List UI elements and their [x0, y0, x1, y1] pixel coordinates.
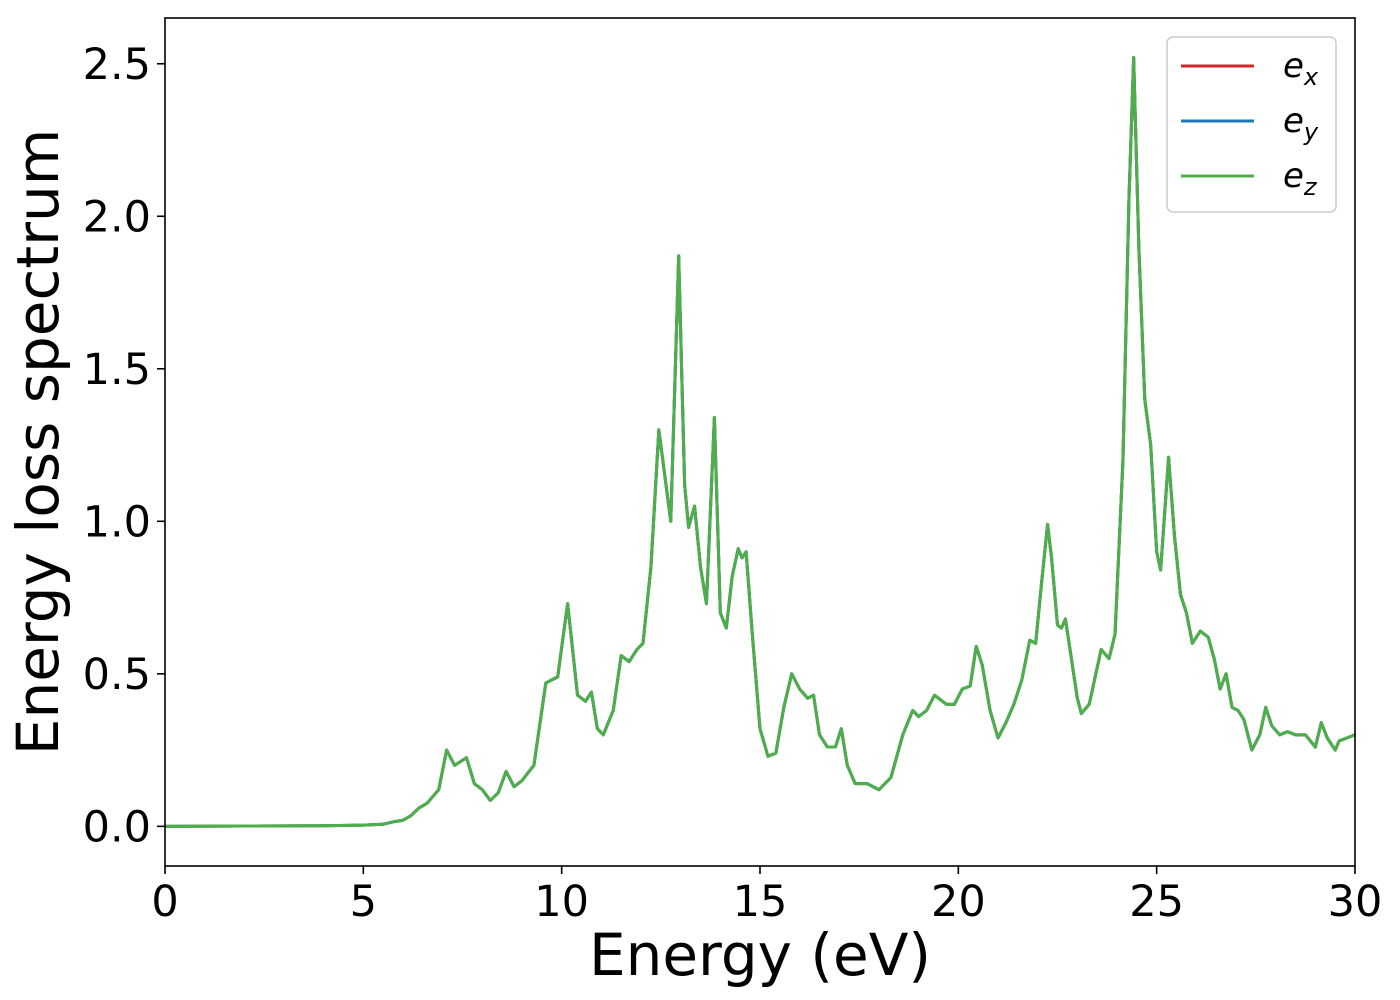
- y-tick-label: 2.5: [83, 40, 151, 90]
- x-axis: 0 5 10 15 20 25 30: [151, 866, 1382, 927]
- series-layer: [165, 56, 1355, 828]
- y-tick-label: 0.5: [83, 650, 151, 700]
- legend: ex ey ez: [1166, 36, 1337, 213]
- x-tick-label: 20: [931, 877, 986, 927]
- legend-label: ex: [1283, 46, 1319, 91]
- y-tick-label: 0.0: [83, 802, 151, 852]
- y-axis: 0.0 0.5 1.0 1.5 2.0 2.5: [83, 40, 165, 852]
- y-axis-label: Energy loss spectrum: [4, 129, 72, 755]
- series-line-e-z: [165, 56, 1355, 828]
- x-tick-label: 30: [1328, 877, 1383, 927]
- x-tick-label: 10: [534, 877, 589, 927]
- y-tick-label: 1.5: [83, 345, 151, 395]
- legend-label: ez: [1283, 156, 1318, 201]
- y-tick-label: 2.0: [83, 192, 151, 242]
- x-tick-label: 15: [733, 877, 788, 927]
- legend-label: ey: [1283, 101, 1319, 146]
- x-tick-label: 25: [1129, 877, 1184, 927]
- x-tick-label: 0: [151, 877, 178, 927]
- y-tick-label: 1.0: [83, 497, 151, 547]
- legend-box: [1166, 36, 1337, 213]
- x-tick-label: 5: [350, 877, 377, 927]
- x-axis-label: Energy (eV): [589, 921, 931, 989]
